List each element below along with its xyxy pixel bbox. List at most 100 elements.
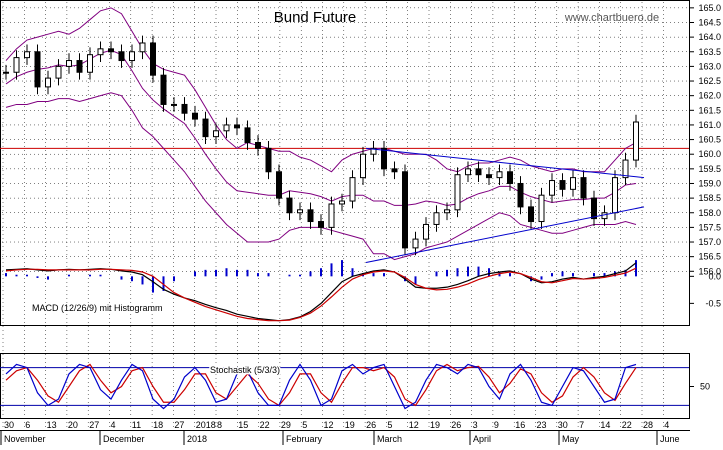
candle bbox=[223, 124, 230, 132]
candle bbox=[108, 48, 114, 53]
x-tick-label: 14 bbox=[600, 420, 610, 430]
stoch-line bbox=[5, 363, 637, 407]
x-tick-label: 19 bbox=[345, 420, 355, 430]
trendline bbox=[365, 147, 645, 179]
candle bbox=[580, 177, 587, 199]
candle bbox=[55, 65, 62, 79]
price-tick-label: 159.0 bbox=[698, 178, 721, 188]
x-tick-label: 27 bbox=[174, 420, 184, 430]
candle bbox=[213, 130, 219, 138]
x-tick-label: 4 bbox=[111, 420, 116, 430]
x-tick-label: 5 bbox=[387, 420, 392, 430]
month-label: November bbox=[4, 434, 46, 444]
candle bbox=[559, 180, 566, 190]
price-tick-label: 161.0 bbox=[698, 120, 721, 130]
candle bbox=[633, 121, 639, 161]
x-tick-label: 6 bbox=[25, 420, 30, 430]
price-tick-label: 162.0 bbox=[698, 91, 721, 101]
price-tick-label: 159.5 bbox=[698, 164, 721, 174]
price-tick-label: 163.5 bbox=[698, 47, 721, 57]
candle bbox=[612, 177, 618, 214]
axes: 30 6 13 20 27 4 11 18 27 2018 8 15 22 29 5 12 19 26 5 12 19 2… bbox=[0, 3, 721, 445]
month-label: December bbox=[103, 434, 145, 444]
candle bbox=[423, 223, 429, 240]
x-tick-label: 22 bbox=[622, 420, 632, 430]
bollinger-band bbox=[5, 7, 637, 173]
candle bbox=[486, 174, 492, 179]
candle bbox=[76, 60, 83, 73]
watermark: www.chartbuero.de bbox=[564, 12, 659, 24]
candle bbox=[444, 209, 450, 214]
candle bbox=[349, 177, 356, 202]
x-tick-label: 13 bbox=[47, 420, 57, 430]
x-tick-label: 23 bbox=[537, 420, 547, 430]
candle bbox=[412, 238, 419, 249]
stochastic-label: Stochastik (5/3/3) bbox=[210, 365, 280, 375]
candle bbox=[265, 147, 272, 173]
x-tick-label: 27 bbox=[89, 420, 99, 430]
x-tick-label: 9 bbox=[494, 420, 499, 430]
price-tick-label: 160.5 bbox=[698, 135, 721, 145]
month-label: April bbox=[473, 434, 491, 444]
candle bbox=[433, 212, 440, 225]
candle bbox=[538, 194, 545, 223]
candle bbox=[318, 221, 324, 228]
stochastic-panel bbox=[0, 363, 689, 410]
price-tick-label: 157.0 bbox=[698, 237, 721, 247]
price-tick-label: 163.0 bbox=[698, 61, 721, 71]
x-tick-label: 12 bbox=[409, 420, 419, 430]
candle bbox=[3, 71, 9, 74]
x-tick-label: 28 bbox=[643, 420, 653, 430]
candle bbox=[202, 118, 209, 138]
x-tick-label: 26 bbox=[366, 420, 376, 430]
price-tick-label: 158.0 bbox=[698, 208, 721, 218]
candle bbox=[297, 209, 303, 214]
candle bbox=[307, 209, 314, 223]
x-tick-label: 20 bbox=[68, 420, 78, 430]
price-tick-label: 156.5 bbox=[698, 252, 721, 262]
candle bbox=[139, 42, 146, 53]
candle bbox=[591, 197, 597, 220]
candle bbox=[97, 48, 104, 56]
x-tick-label: 8 bbox=[217, 420, 222, 430]
macd-line bbox=[5, 267, 637, 322]
candle bbox=[276, 171, 282, 199]
x-tick-label: 4 bbox=[664, 420, 669, 430]
candle bbox=[381, 147, 387, 170]
price-tick-label: 164.0 bbox=[698, 32, 721, 42]
candle bbox=[496, 171, 503, 179]
candle bbox=[622, 159, 629, 179]
x-tick-label: 29 bbox=[281, 420, 291, 430]
candle bbox=[517, 182, 524, 208]
candle bbox=[402, 171, 408, 249]
x-tick-label: 5 bbox=[302, 420, 307, 430]
chart-title: Bund Future bbox=[274, 9, 357, 26]
x-tick-label: 11 bbox=[132, 420, 141, 430]
candle bbox=[570, 177, 576, 190]
x-tick-label: 30 bbox=[4, 420, 14, 430]
macd-label: MACD (12/26/9) mit Histogramm bbox=[32, 303, 163, 313]
x-tick-label: 22 bbox=[260, 420, 270, 430]
macd-panel bbox=[5, 260, 637, 322]
panel-frames bbox=[0, 0, 690, 431]
candle bbox=[160, 74, 167, 105]
x-tick-label: 18 bbox=[153, 420, 163, 430]
candle bbox=[391, 168, 398, 173]
candle bbox=[234, 124, 240, 129]
candle bbox=[286, 197, 293, 214]
x-tick-label: 12 bbox=[324, 420, 334, 430]
month-label: February bbox=[286, 434, 323, 444]
x-tick-label: 16 bbox=[515, 420, 525, 430]
candle bbox=[454, 174, 461, 211]
bollinger-middle bbox=[5, 49, 637, 206]
price-tick-label: 162.5 bbox=[698, 76, 721, 86]
candle bbox=[244, 127, 251, 144]
candle bbox=[24, 51, 30, 59]
macd-tick-label: -0.5 bbox=[705, 298, 721, 308]
trendline bbox=[365, 206, 645, 264]
candle bbox=[66, 60, 72, 67]
price-tick-label: 164.5 bbox=[698, 17, 721, 27]
x-tick-label: 2018 bbox=[196, 420, 216, 430]
